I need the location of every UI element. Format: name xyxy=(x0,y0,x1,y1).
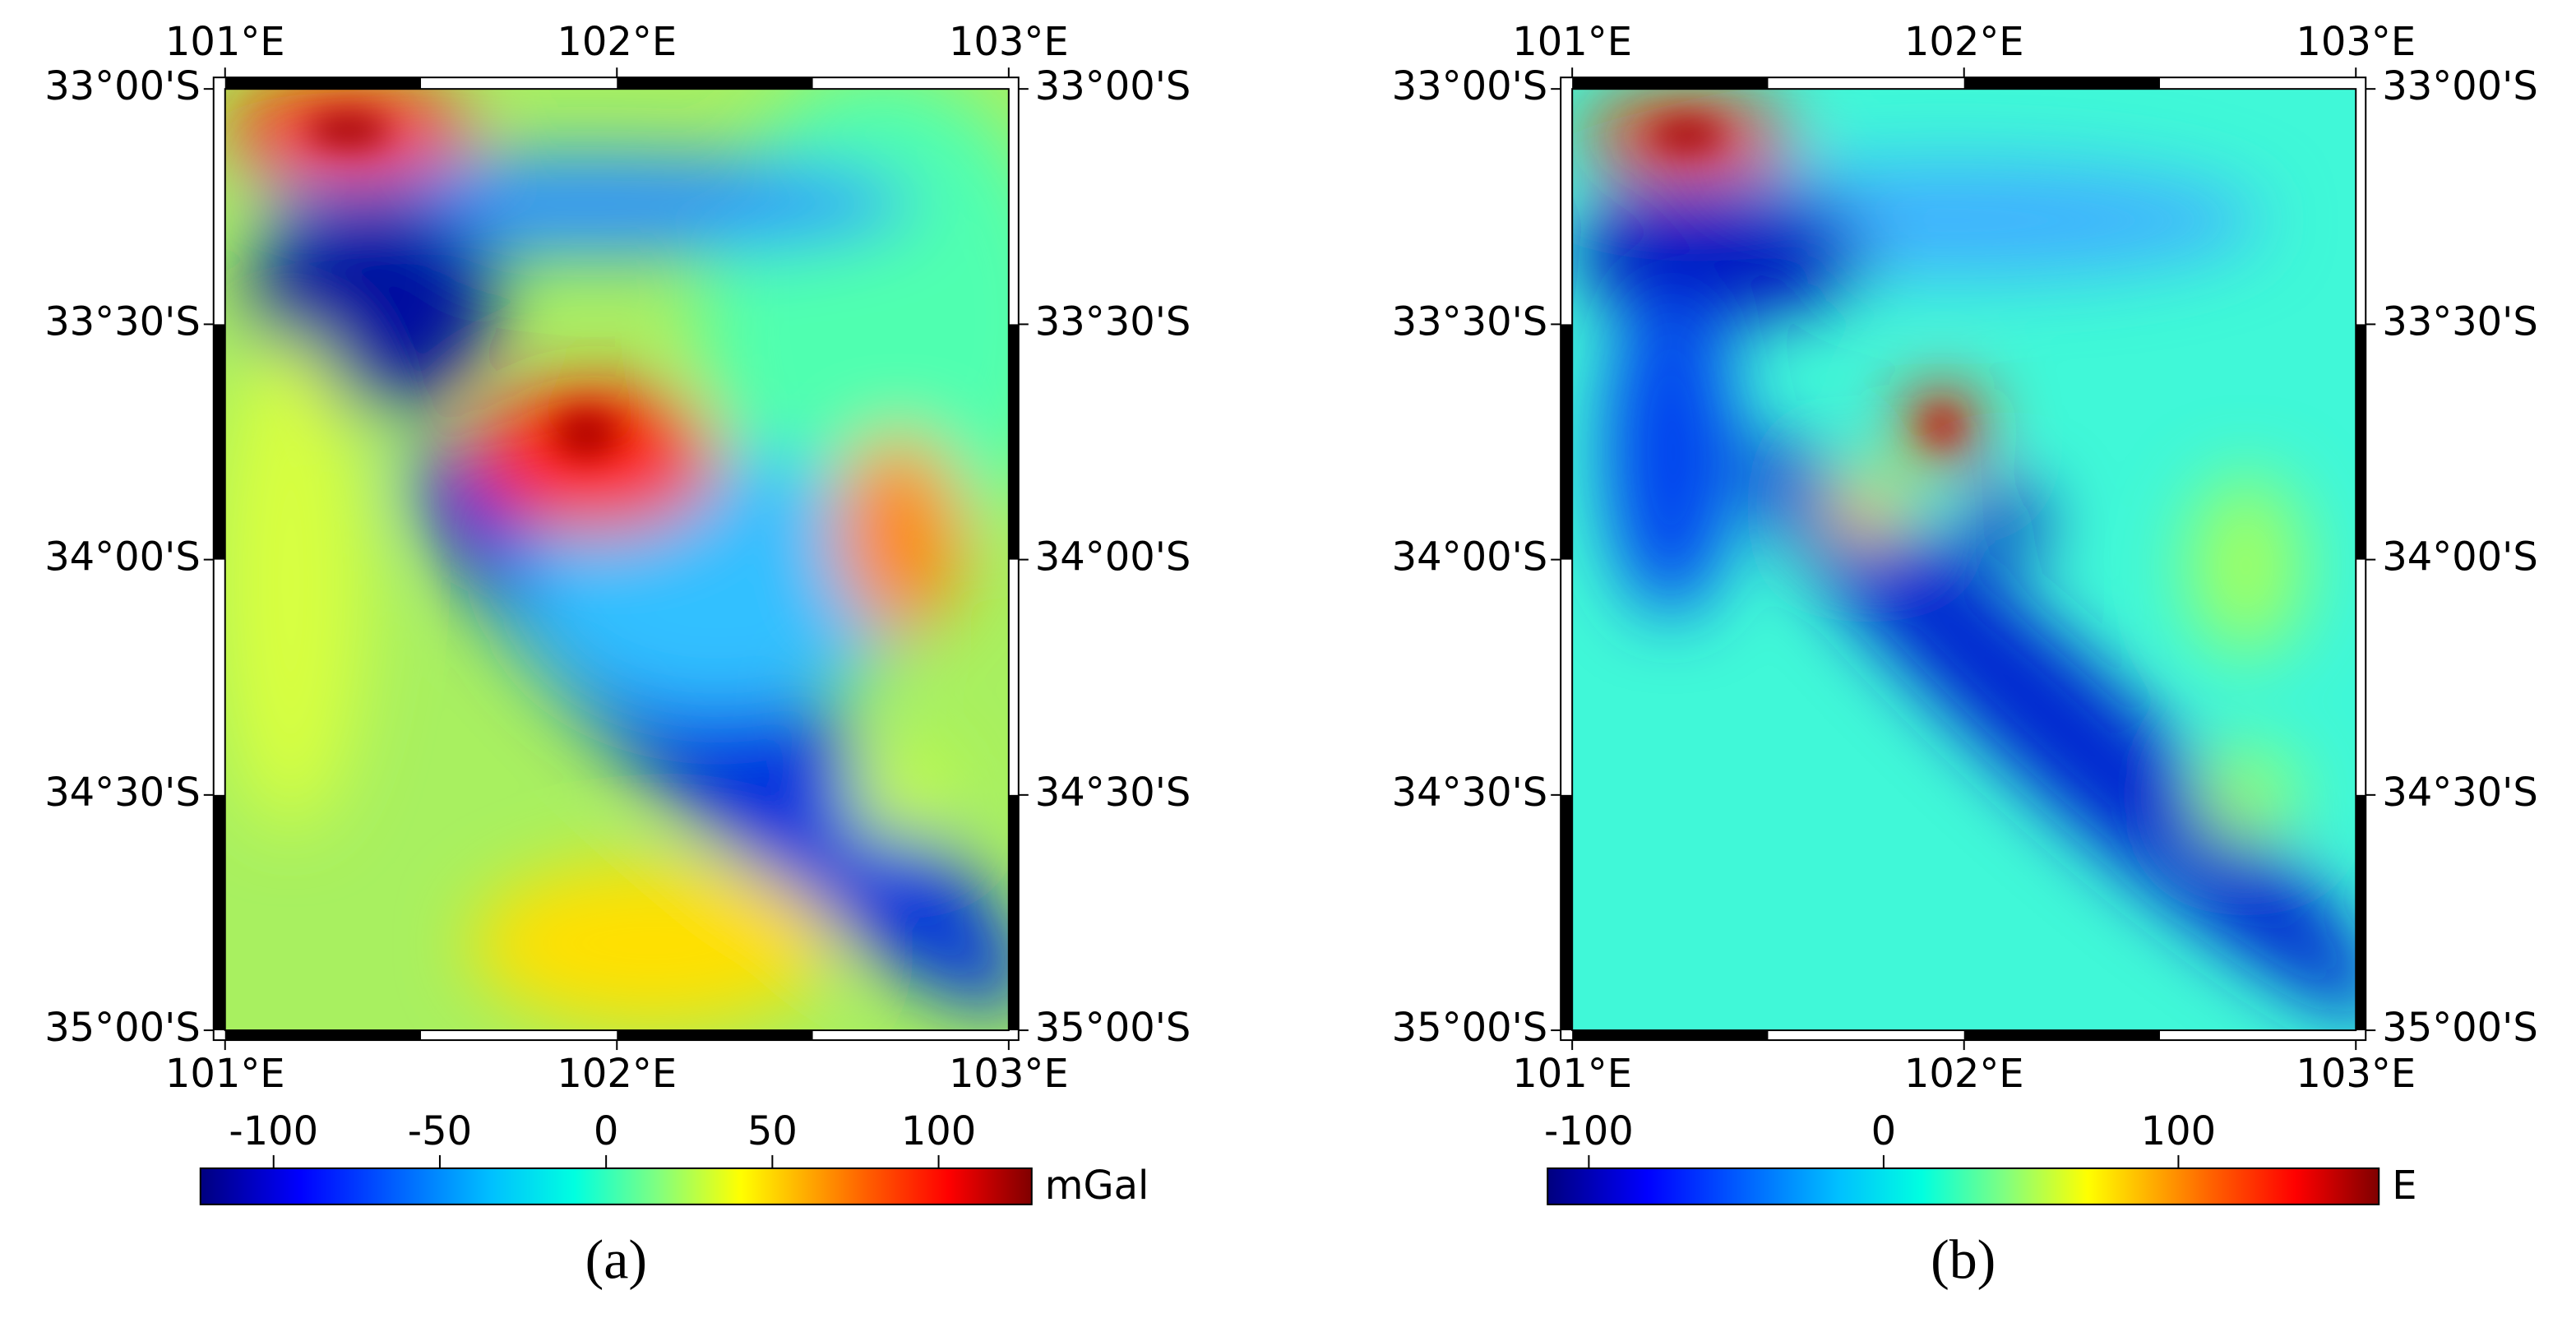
x-tick-label: 103°E xyxy=(2296,1051,2416,1097)
y-tick-label: 33°30'S xyxy=(2382,298,2538,345)
y-tick-label: 34°30'S xyxy=(2382,770,2538,816)
frame-bar xyxy=(2356,794,2366,1031)
y-tick-label: 34°00'S xyxy=(1392,534,1548,580)
frame-bar xyxy=(1008,324,1019,560)
frame-bar xyxy=(213,324,225,560)
y-tick-label: 34°00'S xyxy=(44,534,201,580)
y-tick-label: 34°30'S xyxy=(44,770,201,816)
panel-label: (a) xyxy=(585,1228,647,1290)
y-tick-label: 33°30'S xyxy=(1392,298,1548,345)
colorbar-tick-label: -50 xyxy=(408,1108,472,1154)
colorbar-tick-label: -100 xyxy=(229,1108,318,1154)
frame-bar xyxy=(2356,324,2366,560)
colorbar-unit: E xyxy=(2392,1163,2416,1209)
colorbar-tick-label: 100 xyxy=(901,1108,977,1154)
frame-bar xyxy=(224,1030,422,1041)
x-tick-label: 103°E xyxy=(949,1051,1069,1097)
frame-bar xyxy=(224,77,422,90)
y-tick-label: 33°00'S xyxy=(1392,63,1548,109)
x-tick-label: 101°E xyxy=(1512,19,1632,65)
colorbar xyxy=(199,1167,1033,1205)
x-tick-label: 103°E xyxy=(2296,19,2416,65)
heatmap xyxy=(224,89,1009,1031)
colorbar-tick-label: -100 xyxy=(1544,1108,1634,1154)
frame-bar xyxy=(1561,324,1573,560)
y-tick-label: 35°00'S xyxy=(44,1005,201,1051)
y-tick-label: 34°30'S xyxy=(1035,770,1191,816)
frame-bar xyxy=(1572,77,1769,90)
y-tick-label: 33°30'S xyxy=(1035,298,1191,345)
x-tick-label: 103°E xyxy=(949,19,1069,65)
x-tick-label: 101°E xyxy=(165,1051,285,1097)
frame-bar xyxy=(1572,1030,1769,1041)
y-tick-label: 34°30'S xyxy=(1392,770,1548,816)
y-tick-label: 35°00'S xyxy=(1392,1005,1548,1051)
frame-bar xyxy=(617,1030,813,1041)
x-tick-label: 101°E xyxy=(165,19,285,65)
y-tick-label: 33°00'S xyxy=(44,63,201,109)
colorbar-tick-label: 50 xyxy=(747,1108,798,1154)
frame-bar xyxy=(1963,1030,2160,1041)
frame-bar xyxy=(1963,77,2160,90)
x-tick-label: 102°E xyxy=(557,1051,677,1097)
y-tick-label: 33°00'S xyxy=(1035,63,1191,109)
panel-label: (b) xyxy=(1931,1228,1996,1290)
y-tick-label: 33°30'S xyxy=(44,298,201,345)
x-tick-label: 102°E xyxy=(557,19,677,65)
x-tick-label: 101°E xyxy=(1512,1051,1632,1097)
frame-bar xyxy=(617,77,813,90)
x-tick-label: 102°E xyxy=(1904,1051,2024,1097)
colorbar-unit: mGal xyxy=(1045,1163,1149,1209)
colorbar-tick-label: 100 xyxy=(2141,1108,2217,1154)
y-tick-label: 34°00'S xyxy=(2382,534,2538,580)
x-tick-label: 102°E xyxy=(1904,19,2024,65)
frame-bar xyxy=(1008,794,1019,1031)
colorbar xyxy=(1547,1167,2380,1205)
frame-bar xyxy=(1561,794,1573,1031)
y-tick-label: 34°00'S xyxy=(1035,534,1191,580)
heatmap xyxy=(1572,89,2356,1031)
y-tick-label: 35°00'S xyxy=(2382,1005,2538,1051)
frame-bar xyxy=(213,794,225,1031)
colorbar-tick-label: 0 xyxy=(594,1108,619,1154)
y-tick-label: 35°00'S xyxy=(1035,1005,1191,1051)
colorbar-tick-label: 0 xyxy=(1871,1108,1897,1154)
y-tick-label: 33°00'S xyxy=(2382,63,2538,109)
